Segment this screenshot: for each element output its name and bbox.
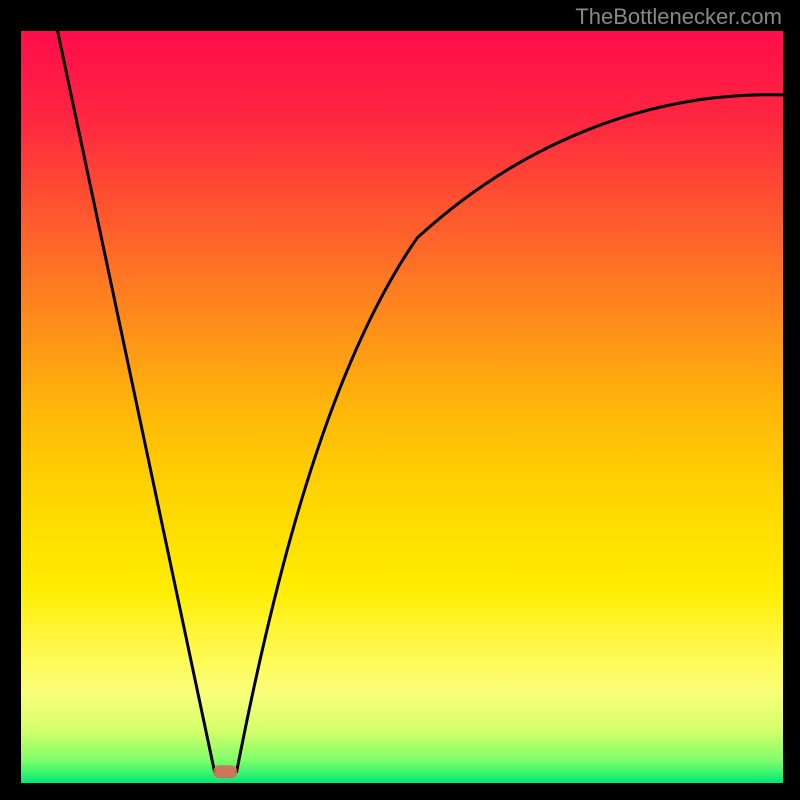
- gradient-background: [21, 31, 783, 783]
- chart-container: TheBottlenecker.com: [0, 0, 800, 800]
- watermark-text: TheBottlenecker.com: [575, 4, 782, 30]
- bottleneck-chart: [21, 31, 783, 783]
- optimal-point-marker: [213, 765, 237, 778]
